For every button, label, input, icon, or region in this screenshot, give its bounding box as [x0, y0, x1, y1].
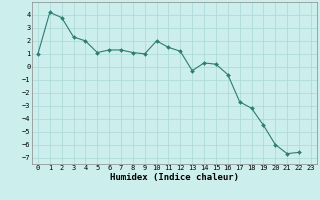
- X-axis label: Humidex (Indice chaleur): Humidex (Indice chaleur): [110, 173, 239, 182]
